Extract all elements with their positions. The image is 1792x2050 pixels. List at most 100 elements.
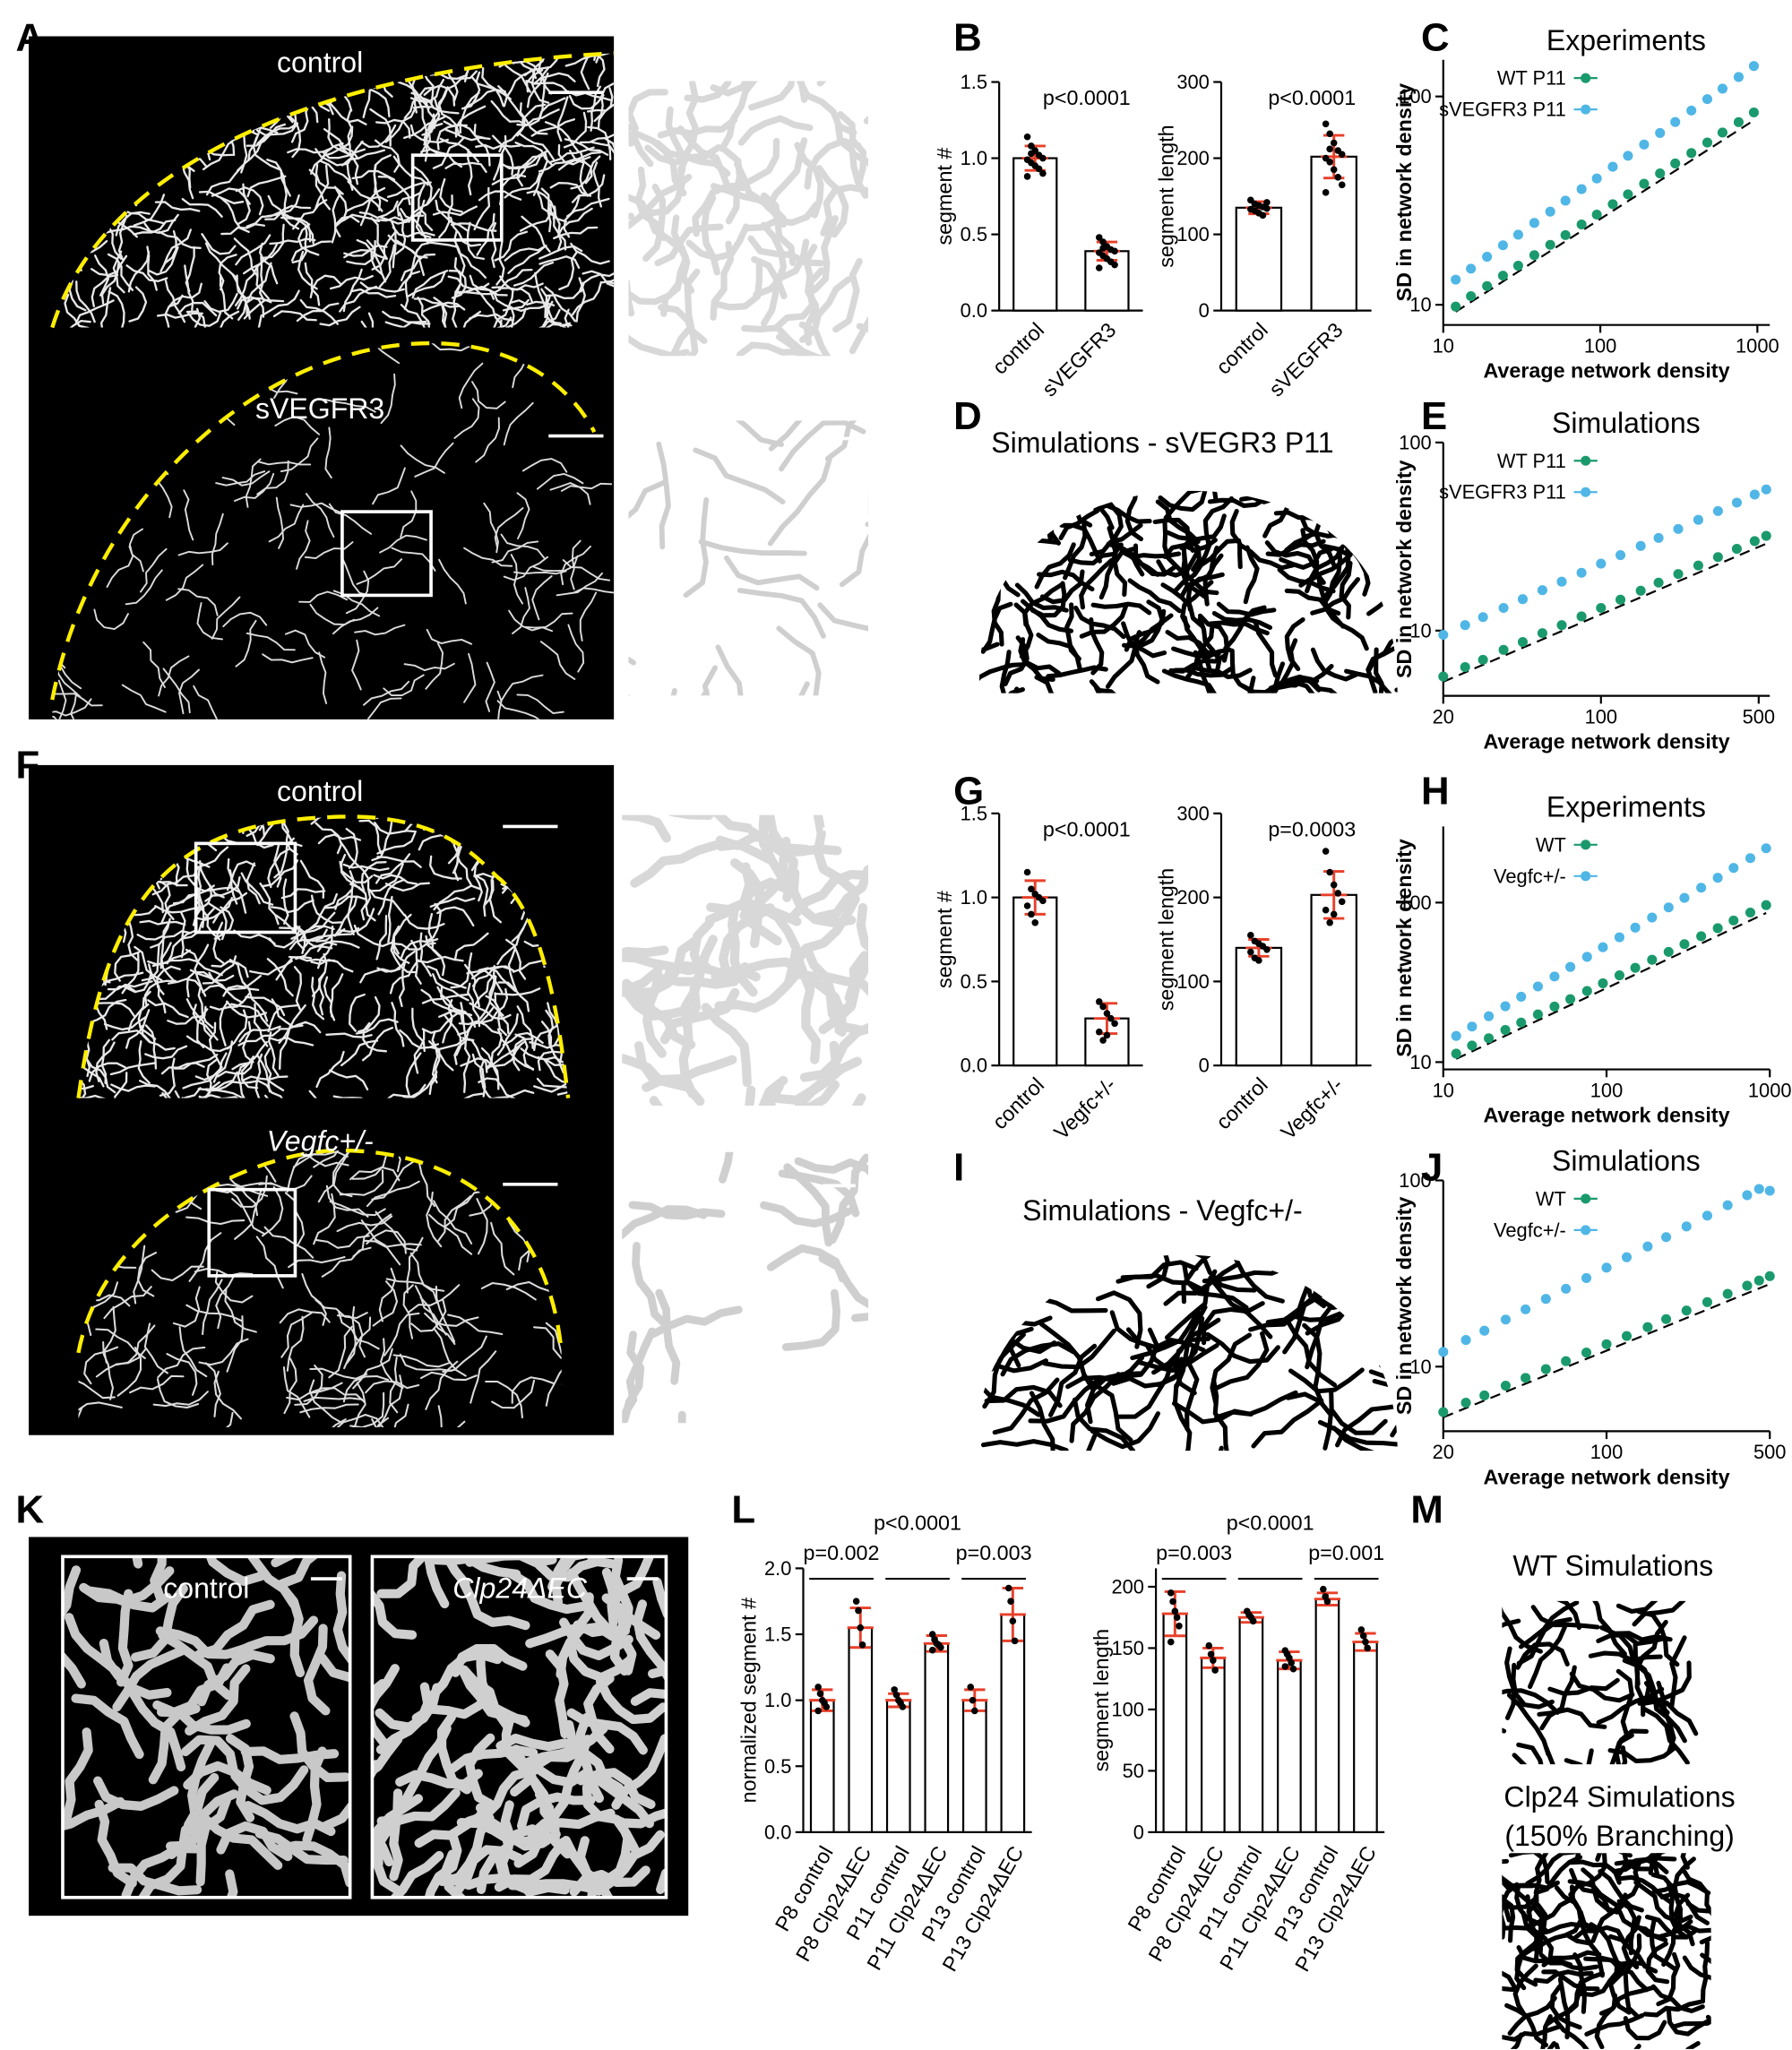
vessel <box>436 1092 484 1098</box>
vessel <box>491 160 530 185</box>
data-point <box>1655 168 1666 179</box>
vessel <box>567 624 585 673</box>
data-point <box>1621 1331 1633 1341</box>
x-tick-label: 500 <box>1743 705 1775 728</box>
vessel <box>351 169 396 181</box>
vessel <box>513 261 555 287</box>
vessel <box>363 680 410 706</box>
vessel <box>760 221 788 300</box>
data-point <box>1484 1011 1495 1021</box>
data-point <box>1111 261 1118 269</box>
data-point <box>1623 151 1633 161</box>
vessel <box>463 963 481 1008</box>
vessel <box>90 273 119 307</box>
data-point <box>1330 139 1338 147</box>
vessel <box>195 1795 232 1887</box>
vessel <box>1238 543 1296 571</box>
data-point <box>1438 1407 1449 1417</box>
vessel <box>1525 1853 1577 1886</box>
y-tick-label: 300 <box>1176 71 1209 93</box>
vessel <box>1598 1985 1655 2016</box>
vessel <box>1171 646 1232 659</box>
vessel <box>133 219 177 236</box>
vessel <box>730 857 765 949</box>
y-axis-label: SD in network density <box>1392 83 1416 302</box>
panel-label: I <box>953 1145 964 1189</box>
vessel <box>159 1057 176 1097</box>
vessel <box>435 304 448 328</box>
data-point <box>1748 107 1759 118</box>
vessel <box>760 1201 853 1228</box>
vessel <box>144 1045 188 1060</box>
vessel <box>378 1267 396 1322</box>
vessel <box>1034 542 1076 590</box>
vessel <box>1064 602 1081 661</box>
data-point <box>857 1624 865 1632</box>
vessel <box>323 398 376 413</box>
x-axis-label: Average network density <box>1483 359 1729 383</box>
data-point <box>1500 1314 1511 1325</box>
vessel <box>1331 1426 1398 1451</box>
vessel <box>380 1338 404 1389</box>
vessel <box>788 868 857 927</box>
vessel <box>727 902 758 997</box>
vessel <box>1685 1901 1711 1914</box>
vessel <box>128 528 144 573</box>
bar <box>809 1699 835 1833</box>
vessel <box>400 1724 452 1807</box>
panel-label: D <box>953 394 982 438</box>
vessel <box>365 1380 420 1394</box>
vessel <box>275 496 284 549</box>
vessel <box>1685 1924 1711 1934</box>
data-point <box>1500 1025 1511 1036</box>
vessel <box>196 602 224 641</box>
vessel <box>198 1095 245 1098</box>
data-point <box>1693 514 1703 525</box>
data-point <box>1103 1010 1111 1017</box>
vessel <box>1329 1390 1388 1435</box>
legend-marker <box>1581 455 1591 466</box>
data-point <box>1717 83 1727 94</box>
vessel <box>116 1324 156 1366</box>
vessel <box>828 1153 870 1245</box>
y-tick-label: 0 <box>1199 1055 1210 1077</box>
y-tick-label: 100 <box>1176 223 1209 245</box>
vessel <box>298 590 349 603</box>
vessel <box>508 609 554 633</box>
vessel <box>304 262 321 306</box>
vessel <box>384 107 417 143</box>
vessel <box>373 874 418 885</box>
image-caption: sVEGFR3 <box>255 392 384 425</box>
vessel <box>194 1052 228 1081</box>
data-point <box>1614 970 1624 981</box>
vessel <box>1210 1377 1231 1451</box>
vessel <box>433 297 456 328</box>
vessel <box>400 253 436 281</box>
legend-marker <box>1581 1193 1591 1204</box>
vessel <box>279 1023 292 1070</box>
vessel <box>202 955 237 985</box>
vessel <box>400 444 445 474</box>
vessel <box>226 1000 268 1019</box>
simulation-title: Simulations - Vegfc+/- <box>1022 1194 1303 1227</box>
vessel <box>1512 1753 1528 1765</box>
vessel <box>596 1676 667 1725</box>
panel-label: F <box>15 743 39 787</box>
vessel <box>52 319 91 328</box>
vessel <box>1155 499 1201 545</box>
vessel <box>474 964 495 1006</box>
vessel <box>538 255 581 269</box>
vessel <box>362 1239 422 1248</box>
vessel <box>469 274 508 297</box>
vessel <box>418 113 435 158</box>
vessel <box>286 1315 305 1372</box>
data-point <box>1549 971 1560 982</box>
vessel <box>113 1072 128 1098</box>
vessel <box>185 245 195 293</box>
vessel <box>358 200 399 220</box>
vessel <box>426 1191 443 1248</box>
vessel <box>419 932 433 978</box>
data-point <box>1748 61 1759 72</box>
vessel <box>1504 1646 1517 1720</box>
data-point <box>899 1703 907 1710</box>
